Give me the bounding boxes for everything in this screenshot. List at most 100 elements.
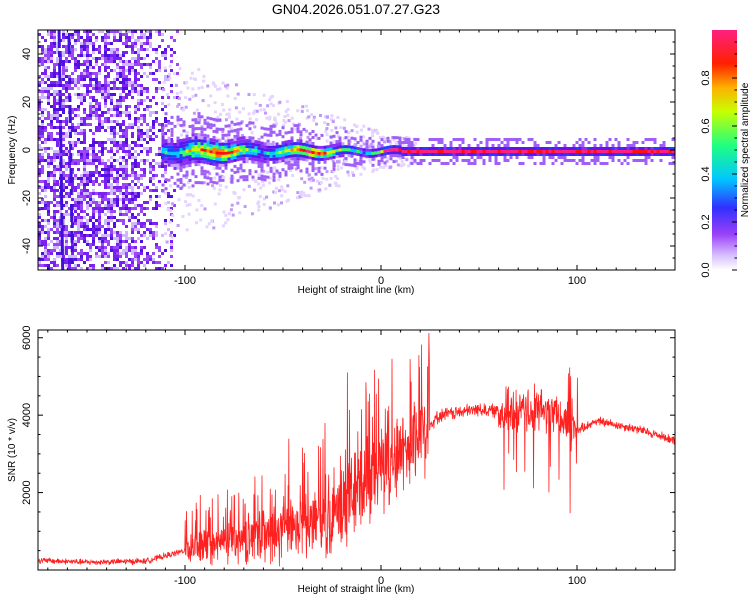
spectrogram-cell — [296, 160, 300, 164]
spectrogram-cell — [41, 153, 44, 156]
spectrogram-cell — [225, 112, 229, 116]
spectrogram-cell — [275, 151, 279, 155]
spectrogram-cell — [200, 181, 204, 185]
spectrogram-cell — [83, 69, 86, 72]
spectrogram-cell — [146, 258, 149, 261]
spectrogram-cell — [62, 87, 65, 90]
spectrogram-cell — [197, 151, 201, 155]
spectrogram-cell — [125, 69, 128, 72]
spectrogram-cell — [533, 144, 537, 147]
spectrogram-cell — [77, 240, 80, 243]
spectrogram-cell — [131, 258, 134, 261]
spectrogram-cell — [485, 147, 489, 150]
spectrogram-cell — [443, 153, 447, 156]
spectrogram-cell — [344, 130, 348, 134]
spectrogram-cell — [647, 153, 651, 156]
spectrogram-cell — [47, 255, 50, 258]
spectrogram-cell — [80, 63, 83, 66]
spectrogram-cell — [128, 174, 131, 177]
colorbar-tick-label: 0.2 — [700, 214, 712, 229]
spectrogram-cell — [86, 225, 89, 228]
spectrogram-cell — [347, 131, 351, 135]
spectrogram-cell — [179, 166, 183, 169]
spectrogram-cell — [158, 66, 161, 69]
spectrogram-cell — [131, 231, 134, 234]
spectrogram-cell — [57, 36, 61, 39]
spectrogram-cell — [524, 150, 528, 153]
spectrogram-cell — [386, 156, 390, 160]
spectrogram-cell — [434, 147, 438, 150]
spectrogram-cell — [635, 153, 639, 156]
spectrogram-cell — [134, 156, 137, 159]
spectrogram-cell — [200, 204, 204, 208]
spectrogram-cell — [500, 147, 504, 150]
spectrogram-cell — [262, 93, 266, 97]
spectrogram-cell — [137, 264, 140, 267]
spectrogram-cell — [59, 129, 63, 132]
spectrogram-cell — [287, 145, 291, 149]
spectrogram-cell — [155, 120, 158, 123]
spectrogram-cell — [303, 180, 307, 184]
spectrogram-cell — [386, 151, 390, 155]
spectrogram-cell — [41, 189, 44, 192]
spectrogram-cell — [425, 147, 429, 150]
spectrogram-cell — [212, 186, 216, 190]
spectrogram-cell — [104, 147, 107, 150]
spectrogram-cell — [59, 255, 62, 258]
spectrogram-cell — [518, 162, 522, 165]
spectrogram-cell — [119, 66, 122, 69]
spectrogram-cell — [92, 228, 95, 231]
spectrogram-cell — [74, 48, 77, 51]
spectrogram-cell — [50, 54, 53, 57]
spectrogram-cell — [266, 151, 270, 155]
spectrogram-cell — [239, 148, 243, 152]
spectrogram-cell — [47, 48, 50, 51]
spectrogram-cell — [83, 123, 86, 126]
spectrogram-cell — [476, 150, 480, 153]
spectrogram-cell — [53, 264, 56, 267]
spectrogram-cell — [176, 178, 180, 182]
spectrogram-cell — [208, 172, 212, 176]
spectrogram-cell — [617, 159, 621, 162]
spectrogram-cell — [250, 212, 254, 216]
spectrogram-cell — [44, 51, 47, 54]
spectrogram-cell — [268, 117, 272, 121]
spectrogram-cell — [146, 132, 149, 135]
spectrogram-cell — [237, 196, 241, 199]
spectrogram-cell — [248, 169, 252, 173]
spectrogram-cell — [134, 57, 137, 60]
spectrogram-cell — [122, 165, 125, 168]
spectrogram-cell — [101, 264, 104, 267]
spectrogram-cell — [83, 54, 86, 57]
spectrogram-cell — [200, 139, 204, 143]
spectrogram-cell — [143, 264, 146, 267]
spectrogram-cell — [296, 154, 300, 158]
spectrogram-cell — [116, 234, 119, 237]
spectrogram-cell — [44, 189, 47, 192]
spectrogram-cell — [158, 63, 161, 66]
spectrogram-cell — [122, 144, 125, 147]
spectrogram-cell — [92, 183, 95, 186]
spectrogram-cell — [155, 51, 158, 54]
spectrogram-cell — [185, 155, 189, 159]
spectrogram-cell — [68, 162, 71, 165]
spectrogram-cell — [623, 147, 627, 150]
spectrogram-cell — [74, 243, 77, 246]
spectrogram-cell — [278, 147, 282, 151]
spectrogram-cell — [92, 171, 95, 174]
spectrogram-cell — [224, 124, 228, 128]
spectrogram-cell — [380, 138, 384, 142]
spectrogram-cell — [305, 155, 309, 159]
spectrogram-cell — [134, 108, 137, 111]
spectrogram-cell — [311, 130, 315, 133]
spectrogram-cell — [173, 204, 176, 207]
spectrogram-cell — [233, 146, 237, 150]
spectrogram-cell — [155, 57, 158, 60]
spectrogram-cell — [242, 154, 246, 158]
spectrogram-cell — [602, 153, 606, 156]
spectrogram-cell — [170, 127, 174, 131]
spectrogram-cell — [611, 150, 615, 153]
spectrogram-cell — [110, 129, 113, 132]
spectrogram-cell — [59, 147, 63, 150]
spectrogram-cell — [74, 219, 77, 222]
